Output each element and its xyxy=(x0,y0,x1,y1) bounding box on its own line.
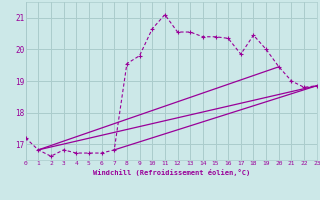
X-axis label: Windchill (Refroidissement éolien,°C): Windchill (Refroidissement éolien,°C) xyxy=(92,169,250,176)
